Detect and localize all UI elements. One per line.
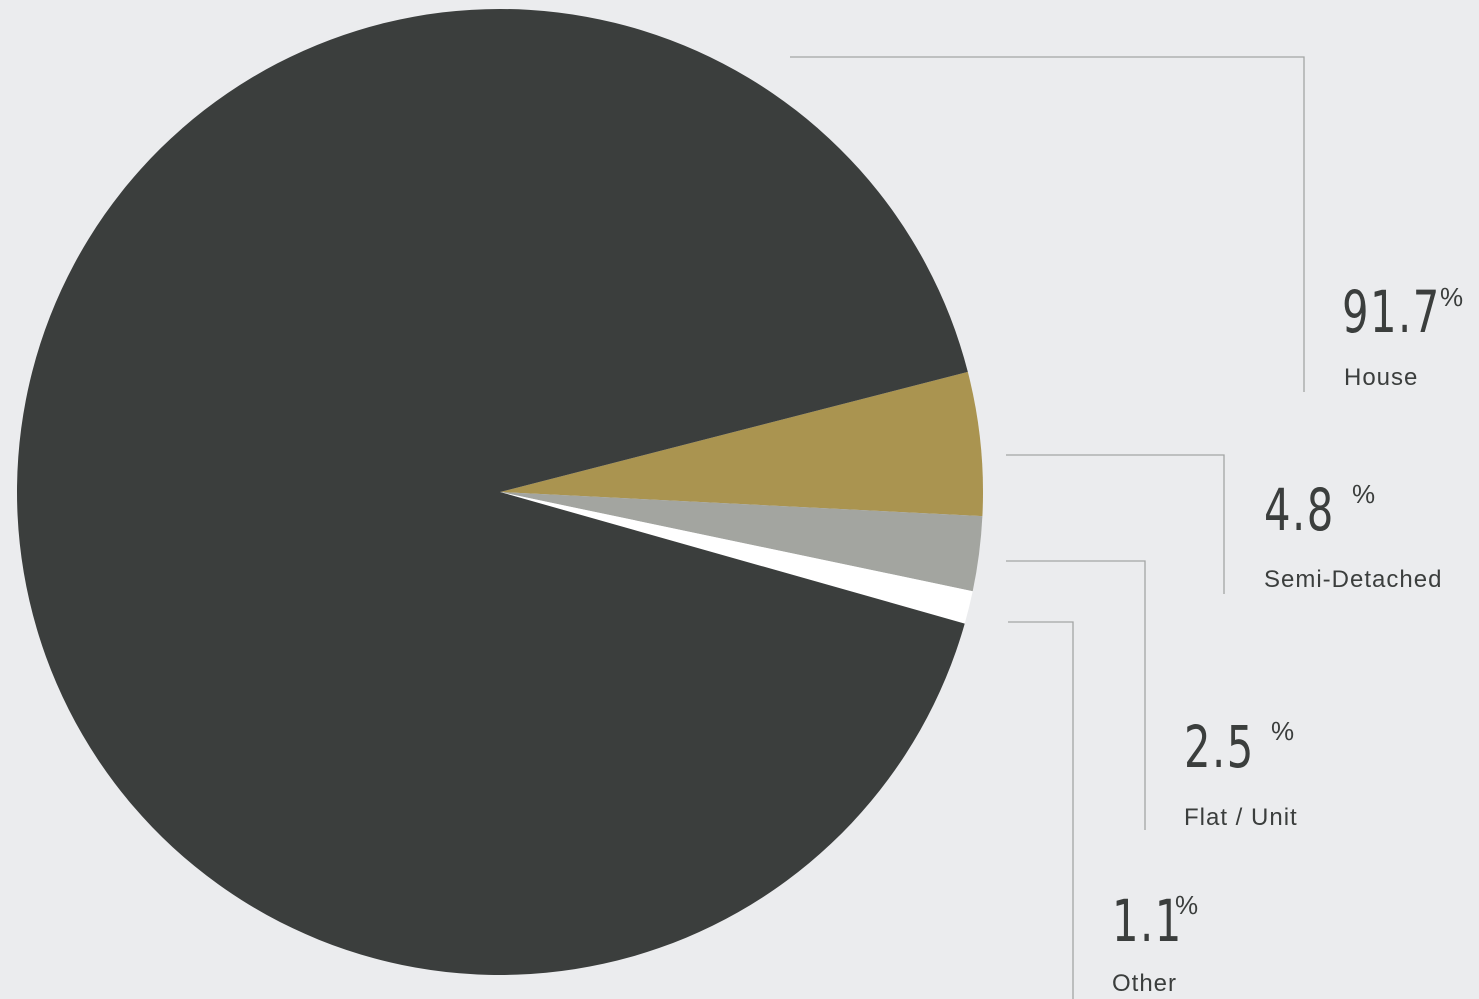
slice-category-label: Semi-Detached [1264,566,1443,593]
leader-line [790,56,1305,392]
pie-slice-flat-unit [500,492,983,592]
percent-sign: % [1352,479,1376,509]
slice-category-label: Other [1112,970,1178,997]
leader-line [1006,560,1146,830]
slice-category-label: Flat / Unit [1184,804,1298,831]
leader-line [1006,454,1225,594]
percent-sign: % [1175,890,1199,920]
leader-line [1008,621,1074,999]
percent-sign: % [1440,282,1464,312]
slice-value-label: 4.8 [1264,476,1335,544]
slice-category-label: House [1344,364,1419,391]
percent-sign: % [1271,716,1295,746]
pie-slice-house [17,8,968,975]
pie-slice-semi-detached [500,371,984,517]
slice-value-label: 91.7 [1342,278,1441,346]
pie-slice-other [500,492,973,624]
slice-value-label: 1.1 [1112,887,1183,955]
slice-value-label: 2.5 [1184,713,1255,781]
